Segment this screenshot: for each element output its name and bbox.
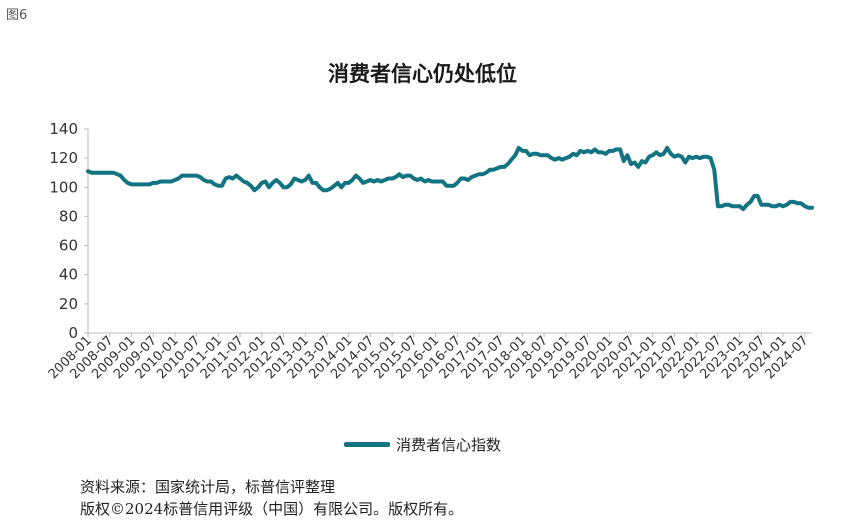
y-tick-label: 80 bbox=[59, 207, 78, 225]
y-tick-label: 40 bbox=[59, 266, 78, 284]
line-chart: 0 20 40 60 80 100 120 140 2008-012008-072009-01… bbox=[46, 120, 814, 382]
copyright-note: 版权©2024标普信用评级（中国）有限公司。版权所有。 bbox=[80, 500, 464, 518]
y-tick-label: 140 bbox=[49, 120, 78, 138]
y-tick-label: 100 bbox=[49, 178, 78, 196]
y-tick-label: 20 bbox=[59, 295, 78, 313]
series-line-consumer-confidence bbox=[86, 145, 814, 212]
legend-label: 消费者信心指数 bbox=[395, 436, 501, 454]
y-tick-label: 60 bbox=[59, 237, 78, 255]
y-tick-label: 0 bbox=[68, 324, 78, 342]
y-axis: 0 20 40 60 80 100 120 140 bbox=[49, 120, 89, 342]
legend: 消费者信心指数 bbox=[0, 434, 845, 455]
x-axis: 2008-012008-072009-012009-072010-012010-… bbox=[46, 332, 812, 382]
plot-area bbox=[86, 145, 814, 212]
footnotes: 资料来源：国家统计局，标普信评整理 版权©2024标普信用评级（中国）有限公司。… bbox=[80, 476, 463, 520]
legend-swatch bbox=[343, 442, 390, 447]
source-note: 资料来源：国家统计局，标普信评整理 bbox=[80, 478, 336, 496]
y-tick-label: 120 bbox=[49, 149, 78, 167]
figure-label: 图6 bbox=[6, 8, 28, 23]
chart-title: 消费者信心仍处低位 bbox=[328, 62, 517, 86]
